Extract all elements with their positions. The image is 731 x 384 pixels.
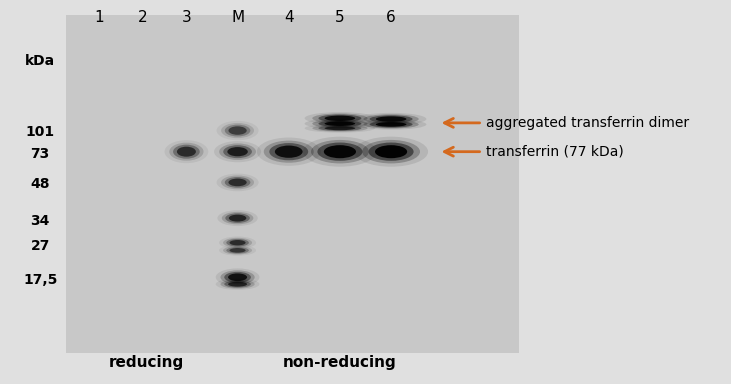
Ellipse shape: [275, 146, 303, 158]
Ellipse shape: [221, 175, 254, 189]
Text: 6: 6: [386, 10, 396, 25]
Ellipse shape: [227, 239, 249, 247]
Ellipse shape: [325, 126, 355, 130]
Ellipse shape: [227, 247, 249, 253]
Ellipse shape: [216, 174, 259, 191]
Text: non-reducing: non-reducing: [283, 355, 397, 371]
Text: 101: 101: [26, 126, 55, 139]
Ellipse shape: [170, 143, 203, 161]
Ellipse shape: [312, 113, 368, 123]
Text: 4: 4: [284, 10, 294, 25]
Text: aggregated transferrin dimer: aggregated transferrin dimer: [486, 116, 689, 130]
Ellipse shape: [225, 125, 250, 136]
Ellipse shape: [376, 122, 406, 127]
Ellipse shape: [224, 272, 251, 283]
Ellipse shape: [173, 145, 200, 159]
Ellipse shape: [227, 147, 248, 156]
Text: 73: 73: [31, 147, 50, 161]
Ellipse shape: [305, 118, 375, 129]
Ellipse shape: [219, 143, 256, 160]
Text: 5: 5: [335, 10, 345, 25]
Ellipse shape: [216, 278, 260, 290]
Ellipse shape: [177, 147, 196, 157]
Ellipse shape: [228, 282, 247, 286]
Ellipse shape: [376, 116, 406, 122]
Text: M: M: [231, 10, 244, 25]
Text: reducing: reducing: [109, 355, 183, 371]
Ellipse shape: [363, 114, 419, 124]
Ellipse shape: [219, 237, 256, 249]
Ellipse shape: [221, 212, 254, 224]
Ellipse shape: [230, 240, 246, 245]
Ellipse shape: [363, 120, 419, 129]
Ellipse shape: [319, 121, 361, 127]
FancyBboxPatch shape: [66, 15, 519, 353]
Ellipse shape: [269, 143, 308, 160]
Ellipse shape: [264, 141, 314, 163]
Ellipse shape: [370, 121, 412, 127]
Ellipse shape: [311, 140, 369, 164]
Text: kDa: kDa: [25, 55, 56, 68]
Text: 27: 27: [31, 239, 50, 253]
Ellipse shape: [257, 137, 321, 166]
Ellipse shape: [312, 125, 368, 132]
Text: 48: 48: [31, 177, 50, 191]
Ellipse shape: [325, 121, 355, 126]
Ellipse shape: [216, 268, 260, 286]
Ellipse shape: [362, 140, 420, 164]
Ellipse shape: [312, 119, 368, 128]
Ellipse shape: [164, 140, 208, 163]
Text: transferrin (77 kDa): transferrin (77 kDa): [486, 145, 624, 159]
Ellipse shape: [219, 245, 256, 256]
Ellipse shape: [224, 281, 251, 288]
Ellipse shape: [214, 141, 261, 162]
Ellipse shape: [223, 238, 252, 248]
Text: 2: 2: [137, 10, 148, 25]
Ellipse shape: [303, 137, 377, 167]
Ellipse shape: [370, 115, 412, 123]
Ellipse shape: [225, 177, 250, 188]
Ellipse shape: [223, 145, 252, 158]
Ellipse shape: [221, 280, 254, 289]
Ellipse shape: [317, 142, 363, 161]
Ellipse shape: [225, 213, 250, 223]
Ellipse shape: [305, 112, 375, 124]
Ellipse shape: [319, 126, 361, 131]
Ellipse shape: [221, 270, 254, 284]
Ellipse shape: [375, 145, 407, 158]
Ellipse shape: [230, 248, 246, 253]
Ellipse shape: [356, 119, 426, 130]
Ellipse shape: [356, 113, 426, 125]
Ellipse shape: [217, 210, 258, 226]
Ellipse shape: [229, 126, 247, 135]
Text: 17,5: 17,5: [23, 273, 58, 287]
Text: 3: 3: [181, 10, 192, 25]
Ellipse shape: [228, 273, 247, 281]
Ellipse shape: [223, 246, 252, 255]
Ellipse shape: [216, 121, 259, 140]
Text: 34: 34: [31, 214, 50, 228]
Ellipse shape: [229, 215, 246, 222]
Text: 1: 1: [94, 10, 104, 25]
Ellipse shape: [324, 145, 356, 158]
Ellipse shape: [319, 114, 361, 122]
Ellipse shape: [305, 124, 375, 132]
Ellipse shape: [368, 142, 414, 161]
Ellipse shape: [221, 123, 254, 138]
Ellipse shape: [354, 137, 428, 167]
Ellipse shape: [229, 179, 247, 186]
Ellipse shape: [325, 116, 355, 121]
